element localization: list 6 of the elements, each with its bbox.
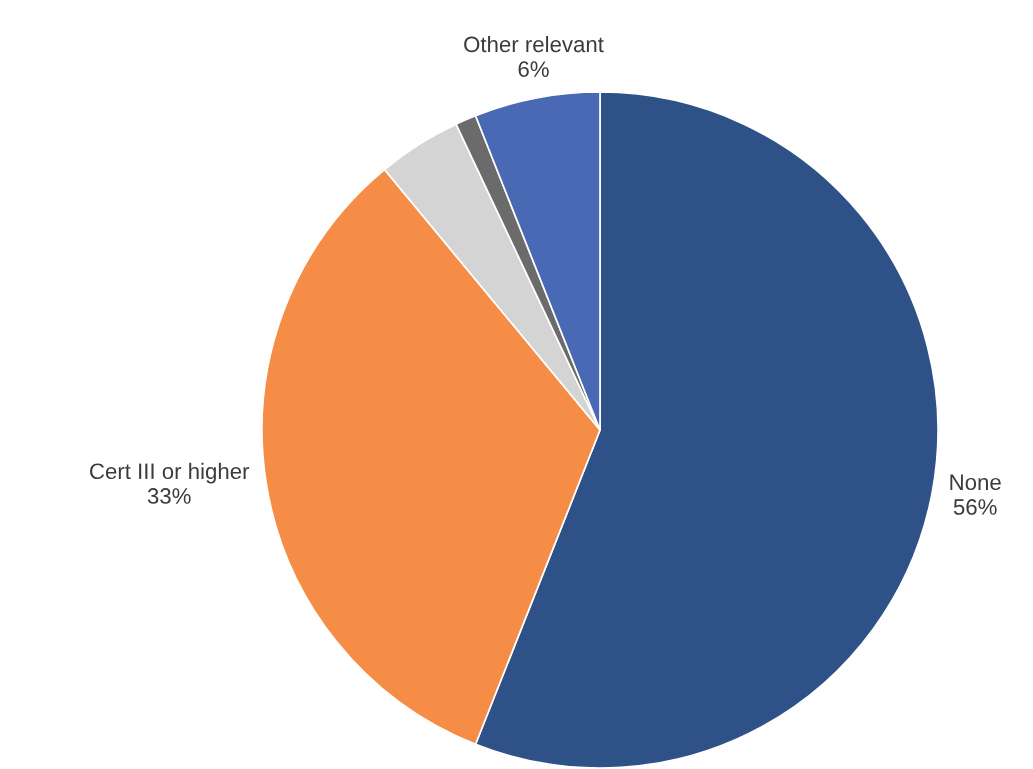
data-label: 6% [518, 61, 549, 77]
slice-label: None [950, 474, 1001, 491]
slice-label: Cert III or higher [90, 462, 250, 484]
slice-label: Other relevant [464, 35, 604, 53]
data-label: 33% [147, 488, 191, 504]
data-label: 56% [953, 499, 997, 515]
